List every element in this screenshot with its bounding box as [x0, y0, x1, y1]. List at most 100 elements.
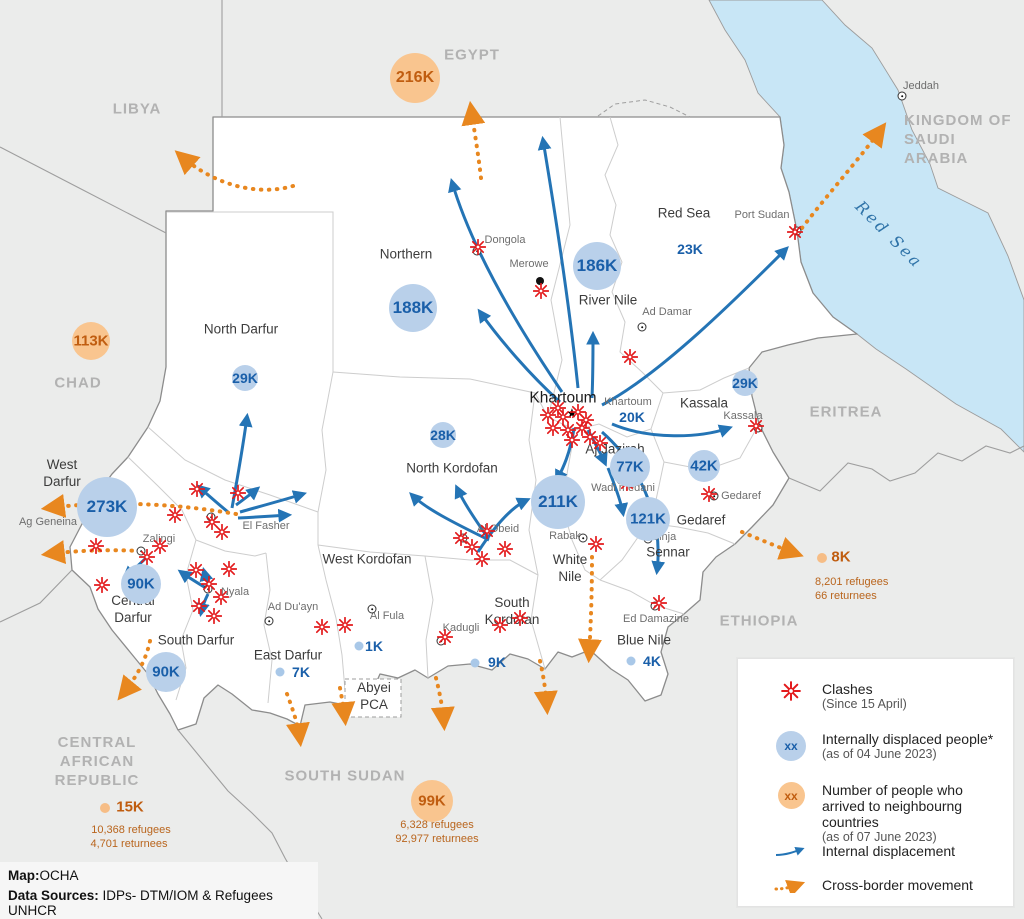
cross-border-arrow [285, 692, 310, 748]
idp-circle [732, 370, 758, 396]
clash-icon [166, 506, 184, 524]
clash-icon [491, 616, 509, 634]
clash-icon [212, 588, 230, 606]
arrival-circle [72, 322, 110, 360]
town-dot-icon [536, 277, 544, 285]
internal-displacement-arrow [239, 490, 307, 514]
arrival-circle [411, 780, 453, 822]
idp-value: 188K [392, 298, 434, 317]
sources-box: Map:OCHA Data Sources: IDPs- DTM/IOM & R… [0, 862, 318, 919]
arrival-value: 216K [395, 69, 435, 86]
legend-sublabel: (as of 04 June 2023) [822, 747, 937, 762]
country-label: ETHIOPIA [719, 612, 799, 630]
water-body-label: Red Sea [851, 196, 928, 273]
legend-label: Number of people who arrived to neighbou… [822, 782, 963, 831]
arrival-subtext: 8,201 refugees [815, 575, 889, 588]
idp-circle [121, 564, 161, 604]
idp-circle [573, 242, 621, 290]
country-label: EGYPT [444, 46, 500, 64]
capital-city-label: Khartoum [529, 389, 597, 407]
legend-sublabel: (Since 15 April) [822, 697, 907, 712]
city-label: Al Fula [369, 610, 405, 623]
internal-displacement-arrow [448, 178, 564, 393]
internal-displacement-arrow [586, 330, 600, 399]
idp-circle [610, 447, 650, 487]
state-label: West Kordofan [322, 551, 412, 567]
idp-value: 4K [643, 653, 661, 669]
idp-circle [531, 475, 585, 529]
state-label: Blue Nile [616, 632, 672, 648]
cross-border-arrow [331, 686, 356, 727]
map-credit: Map:OCHA [8, 868, 79, 883]
clash-icon [786, 223, 804, 241]
clash-icon [151, 537, 169, 555]
idp-value: 90K [127, 575, 155, 593]
state-label: Kassala [679, 395, 729, 411]
city-marker-icon [897, 91, 907, 101]
arrival-dot [817, 553, 827, 563]
clash-icon [700, 485, 718, 503]
clash-icon [200, 575, 218, 593]
city-label: Kassala [723, 410, 763, 423]
internal-displacement-arrow [601, 246, 789, 407]
internal-displacement-arrow [409, 492, 490, 542]
clash-icon [544, 419, 562, 437]
idp-value: 9K [488, 654, 506, 670]
clash-icon [587, 535, 605, 553]
internal-displacement-arrow-icon [760, 844, 822, 858]
cross-border-arrow [40, 494, 238, 518]
internal-displacement-arrow [235, 486, 261, 507]
internal-displacement-arrow [611, 422, 733, 438]
idp-value: 211K [538, 492, 578, 511]
country-label: KINGDOM OF SAUDI ARABIA [904, 111, 1012, 167]
clash-icon [213, 523, 231, 541]
arrival-circle-icon: xx [760, 782, 822, 809]
arrival-subtext: 6,328 refugees [400, 818, 474, 831]
arrival-value: 8K [831, 548, 851, 566]
idp-value: 42K [690, 457, 718, 475]
legend-sublabel: (as of 07 June 2023) [822, 830, 937, 845]
city-label: Jeddah [902, 80, 940, 93]
clash-icon [650, 594, 668, 612]
city-label: Kadugli [442, 622, 480, 635]
clash-icon [313, 618, 331, 636]
idp-circle [232, 365, 258, 391]
legend-item-clashes: Clashes (Since 15 April) [760, 681, 907, 711]
cross-border-arrow [578, 555, 602, 664]
state-label: River Nile [578, 292, 638, 308]
clash-icon [436, 628, 454, 646]
clash-icon [591, 434, 609, 452]
cross-border-arrow [533, 659, 558, 716]
legend-label: Clashes [822, 681, 873, 697]
city-label: Khartoum [604, 396, 652, 409]
legend-item-internal-displacement: Internal displacement [760, 843, 955, 859]
idp-dot [275, 667, 285, 677]
cross-border-arrow [800, 122, 887, 230]
idp-value: 28K [430, 427, 456, 443]
legend-item-arrivals: xx Number of people who arrived to neigh… [760, 782, 1000, 844]
clash-icon [93, 576, 111, 594]
city-label: Gedaref [721, 490, 761, 503]
idp-dot [626, 656, 636, 666]
state-label: West Darfur [43, 457, 81, 489]
state-label: South Darfur [157, 632, 235, 648]
idp-dot [470, 658, 480, 668]
clash-icon [747, 417, 765, 435]
city-label: Ad Damar [642, 306, 692, 319]
idp-value: 29K [732, 375, 758, 391]
city-label: Zalingi [142, 533, 176, 546]
clash-icon [187, 561, 205, 579]
idp-circle [77, 477, 137, 537]
clash-icon [563, 431, 581, 449]
idp-value: 7K [292, 664, 310, 680]
internal-displacement-arrow [537, 135, 580, 389]
clash-icon [478, 522, 496, 540]
clash-icon [205, 607, 223, 625]
idp-value: 1K [365, 638, 383, 654]
internal-displacement-arrow [454, 484, 490, 539]
idp-circle [430, 422, 456, 448]
state-label: East Darfur [253, 647, 323, 663]
internal-displacement-arrow [476, 497, 531, 553]
idp-value: 186K [576, 256, 618, 275]
